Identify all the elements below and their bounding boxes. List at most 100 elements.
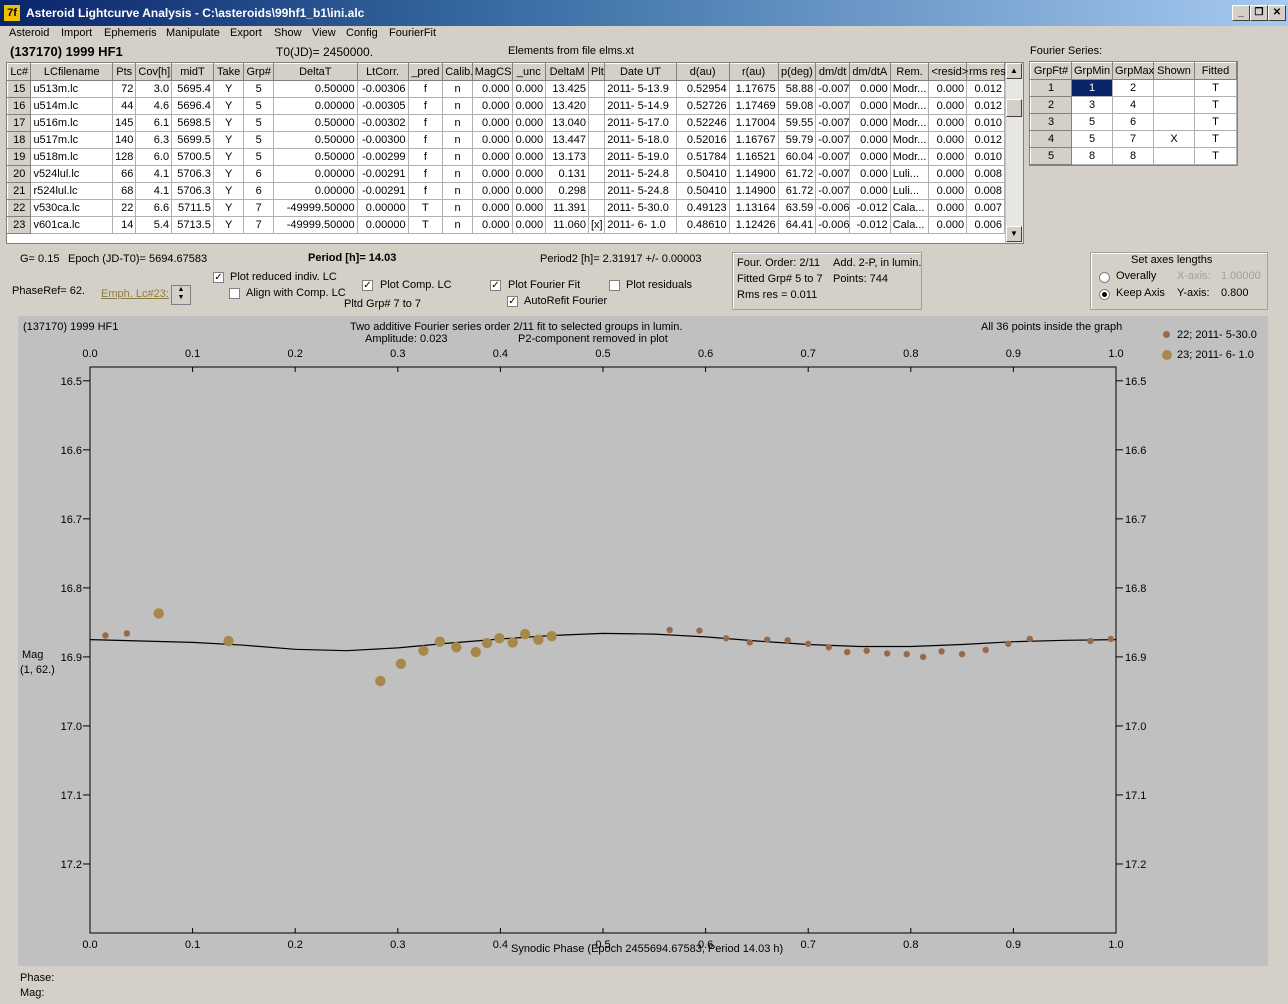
table-cell[interactable]: -0.006 bbox=[815, 216, 850, 234]
table-cell[interactable]: 59.08 bbox=[777, 97, 817, 115]
table-cell[interactable]: Modr... bbox=[889, 131, 930, 149]
table-cell[interactable]: Y bbox=[212, 97, 245, 115]
column-header[interactable]: <resid> bbox=[928, 63, 968, 81]
table-cell[interactable]: Cala... bbox=[889, 199, 930, 217]
table-cell[interactable]: 0.50000 bbox=[273, 80, 358, 98]
emphasize-lc-spinner[interactable]: ▲ ▼ bbox=[171, 285, 191, 305]
table-cell[interactable]: 1.17675 bbox=[728, 80, 779, 98]
table-cell[interactable]: 20 bbox=[7, 165, 32, 183]
table-cell[interactable]: n bbox=[442, 97, 473, 115]
table-cell[interactable]: 5698.5 bbox=[171, 114, 214, 132]
table-cell[interactable]: f bbox=[407, 148, 444, 166]
table-cell[interactable]: 0.49123 bbox=[675, 199, 730, 217]
table-cell[interactable]: 0.000 bbox=[471, 80, 513, 98]
column-header[interactable]: Plt bbox=[587, 63, 606, 81]
table-cell[interactable]: Luli... bbox=[889, 165, 930, 183]
table-cell[interactable]: Y bbox=[212, 148, 245, 166]
table-cell[interactable]: 0.00000 bbox=[356, 216, 409, 234]
table-cell[interactable]: 0.000 bbox=[928, 97, 968, 115]
table-cell[interactable]: -0.007 bbox=[815, 97, 850, 115]
table-cell[interactable]: 0.000 bbox=[928, 165, 968, 183]
table-cell[interactable]: 0.000 bbox=[511, 182, 547, 200]
table-cell[interactable]: n bbox=[442, 80, 473, 98]
table-cell[interactable]: 0.000 bbox=[928, 148, 968, 166]
table-cell[interactable]: 0.000 bbox=[848, 165, 891, 183]
fourier-cell[interactable]: T bbox=[1194, 96, 1237, 114]
table-cell[interactable]: 0.000 bbox=[848, 114, 891, 132]
table-cell[interactable]: 61.72 bbox=[777, 165, 817, 183]
table-cell[interactable]: 0.51784 bbox=[675, 148, 730, 166]
table-cell[interactable]: 2011- 5-30.0 bbox=[604, 199, 677, 217]
table-cell[interactable]: 5.4 bbox=[135, 216, 173, 234]
table-cell[interactable]: 5700.5 bbox=[171, 148, 214, 166]
table-cell[interactable]: 2011- 5-19.0 bbox=[604, 148, 677, 166]
table-cell[interactable] bbox=[587, 131, 606, 149]
table-cell[interactable]: 18 bbox=[7, 131, 32, 149]
table-cell[interactable]: 1.14900 bbox=[728, 165, 779, 183]
table-cell[interactable]: 0.000 bbox=[848, 131, 891, 149]
table-cell[interactable]: n bbox=[442, 182, 473, 200]
table-cell[interactable]: v601ca.lc bbox=[30, 216, 113, 234]
table-cell[interactable]: -0.00305 bbox=[356, 97, 409, 115]
table-cell[interactable]: 11.391 bbox=[545, 199, 589, 217]
column-header[interactable]: DeltaM bbox=[545, 63, 589, 81]
table-cell[interactable]: 0.000 bbox=[848, 97, 891, 115]
table-cell[interactable]: 0.000 bbox=[511, 216, 547, 234]
table-cell[interactable]: 2011- 5-24.8 bbox=[604, 165, 677, 183]
menu-ephemeris[interactable]: Ephemeris bbox=[104, 27, 157, 39]
table-cell[interactable]: 2011- 5-17.0 bbox=[604, 114, 677, 132]
table-cell[interactable]: 7 bbox=[243, 216, 275, 234]
restore-button[interactable]: ❐ bbox=[1250, 5, 1268, 21]
plot-reduced-checkbox[interactable]: ✓ bbox=[213, 272, 224, 283]
table-row[interactable]: 17 u516m.lc 145 6.1 5698.5 Y 5 0.50000 -0.00302 f… bbox=[7, 114, 1005, 132]
fourier-cell[interactable] bbox=[1153, 96, 1195, 114]
table-cell[interactable]: 2011- 5-13.9 bbox=[604, 80, 677, 98]
autorefit-checkbox[interactable]: ✓ bbox=[507, 296, 518, 307]
table-cell[interactable]: -0.007 bbox=[815, 114, 850, 132]
table-cell[interactable]: 4.1 bbox=[135, 182, 173, 200]
column-header[interactable]: LtCorr. bbox=[356, 63, 409, 81]
table-cell[interactable]: f bbox=[407, 114, 444, 132]
table-cell[interactable]: 0.00000 bbox=[356, 199, 409, 217]
table-cell[interactable]: r524lul.lc bbox=[30, 182, 113, 200]
column-header[interactable]: DeltaT bbox=[273, 63, 358, 81]
table-cell[interactable]: 0.000 bbox=[471, 199, 513, 217]
column-header[interactable]: Grp# bbox=[243, 63, 275, 81]
table-cell[interactable]: 0.008 bbox=[966, 182, 1005, 200]
close-button[interactable]: ✕ bbox=[1268, 5, 1286, 21]
fourier-cell[interactable]: 8 bbox=[1071, 147, 1113, 165]
table-cell[interactable]: 0.50410 bbox=[675, 182, 730, 200]
table-cell[interactable]: 13.040 bbox=[545, 114, 589, 132]
table-cell[interactable]: 59.55 bbox=[777, 114, 817, 132]
table-cell[interactable]: u514m.lc bbox=[30, 97, 113, 115]
plot-residuals-checkbox[interactable] bbox=[609, 280, 620, 291]
table-cell[interactable]: 13.420 bbox=[545, 97, 589, 115]
table-cell[interactable]: T bbox=[407, 199, 444, 217]
table-cell[interactable]: f bbox=[407, 182, 444, 200]
menu-fourierfit[interactable]: FourierFit bbox=[389, 27, 437, 39]
table-cell[interactable]: 17 bbox=[7, 114, 32, 132]
table-cell[interactable]: 0.00000 bbox=[273, 97, 358, 115]
table-row[interactable]: 23 v601ca.lc 14 5.4 5713.5 Y 7 -49999.50000 0.00… bbox=[7, 216, 1005, 234]
lightcurve-chart[interactable]: 0.0 0.0 0.1 0.1 0.2 0.2 0.3 0.3 0.4 0.4 0.5 0.5 0.6 0… bbox=[18, 316, 1268, 966]
fourier-cell[interactable] bbox=[1153, 113, 1195, 131]
table-cell[interactable]: 0.000 bbox=[928, 131, 968, 149]
table-cell[interactable]: 13.447 bbox=[545, 131, 589, 149]
fourier-column-header[interactable]: GrpMax bbox=[1112, 62, 1154, 80]
table-cell[interactable]: n bbox=[442, 165, 473, 183]
table-cell[interactable]: n bbox=[442, 199, 473, 217]
emphasize-lc-label[interactable]: Emph. Lc#23: bbox=[101, 288, 169, 300]
table-cell[interactable]: 6.0 bbox=[135, 148, 173, 166]
table-cell[interactable]: Y bbox=[212, 216, 245, 234]
table-cell[interactable]: 0.000 bbox=[511, 165, 547, 183]
table-cell[interactable]: -0.007 bbox=[815, 148, 850, 166]
column-header[interactable]: Date UT bbox=[604, 63, 677, 81]
table-cell[interactable]: 145 bbox=[111, 114, 137, 132]
table-cell[interactable]: Y bbox=[212, 131, 245, 149]
align-comp-checkbox[interactable] bbox=[229, 288, 240, 299]
table-cell[interactable]: -0.007 bbox=[815, 182, 850, 200]
menu-manipulate[interactable]: Manipulate bbox=[166, 27, 220, 39]
keep-axis-radio[interactable] bbox=[1099, 289, 1110, 300]
table-cell[interactable]: 6.1 bbox=[135, 114, 173, 132]
